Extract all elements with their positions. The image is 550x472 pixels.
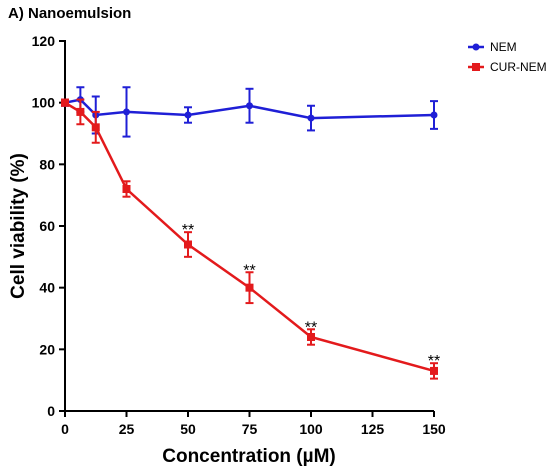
- series-nem: [61, 86, 438, 138]
- point-nem-3: [123, 108, 130, 116]
- point-cur-nem-4: [184, 240, 192, 249]
- series-line-cur-nem: [64, 101, 435, 373]
- significance-marker-1: **: [243, 262, 255, 279]
- legend-item-cur-nem: CUR-NEM: [468, 60, 547, 74]
- legend-label-cur-nem: CUR-NEM: [490, 60, 547, 74]
- point-cur-nem-5: [245, 283, 254, 292]
- x-axis-label: Concentration (µM): [162, 446, 336, 467]
- point-cur-nem-2: [91, 123, 100, 132]
- significance-marker-0: **: [182, 222, 194, 239]
- x-tick-label-3: 75: [242, 421, 258, 437]
- y-tick-label-1: 20: [39, 341, 55, 357]
- chart-title: A) Nanoemulsion: [8, 5, 131, 22]
- y-tick-label-6: 120: [32, 33, 56, 49]
- point-nem-5: [246, 102, 253, 110]
- significance-marker-3: **: [428, 353, 440, 370]
- series-cur-nem: [61, 98, 438, 380]
- y-tick-label-5: 100: [32, 95, 56, 111]
- x-tick-label-1: 25: [119, 421, 135, 437]
- legend-label-nem: NEM: [490, 40, 517, 54]
- y-tick-label-0: 0: [47, 403, 55, 419]
- significance-marker-2: **: [305, 319, 317, 336]
- series-layer: [61, 86, 438, 380]
- y-tick-label-2: 40: [39, 280, 55, 296]
- x-ticks: 0 25 50 75 100 125 150: [61, 411, 446, 437]
- y-ticks: 0 20 40 60 80 100 120: [32, 33, 65, 419]
- x-tick-label-6: 150: [422, 421, 446, 437]
- point-cur-nem-7: [430, 366, 438, 375]
- series-line-nem: [64, 98, 435, 120]
- x-tick-label-2: 50: [180, 421, 196, 437]
- point-cur-nem-1: [76, 107, 85, 116]
- x-tick-label-0: 0: [61, 421, 69, 437]
- point-nem-4: [184, 111, 192, 119]
- point-cur-nem-3: [122, 185, 131, 193]
- legend: NEM CUR-NEM: [468, 40, 547, 74]
- x-tick-label-4: 100: [299, 421, 323, 437]
- y-tick-label-3: 60: [39, 218, 55, 234]
- y-axis-label: Cell viability (%): [8, 153, 29, 299]
- point-nem-7: [430, 111, 438, 119]
- x-tick-label-5: 125: [361, 421, 385, 437]
- point-cur-nem-6: [307, 333, 315, 341]
- point-nem-6: [307, 114, 315, 122]
- point-cur-nem-0: [61, 98, 69, 107]
- annotations: ** ** ** **: [182, 222, 440, 370]
- legend-item-nem: NEM: [468, 40, 517, 54]
- y-tick-label-4: 80: [39, 156, 55, 172]
- legend-marker-nem: [472, 43, 480, 51]
- legend-marker-cur-nem: [472, 63, 480, 71]
